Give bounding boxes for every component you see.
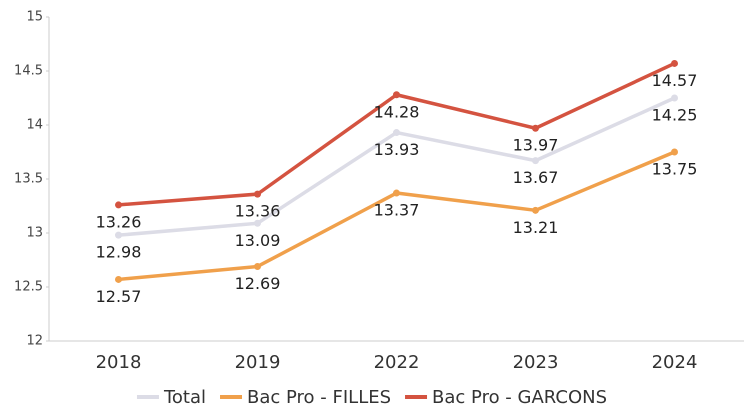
y-tick-label: 13 (26, 226, 43, 241)
data-point (532, 206, 539, 214)
data-point (532, 157, 539, 165)
data-label: 12.69 (235, 274, 281, 293)
legend-label: Bac Pro - FILLES (247, 387, 391, 408)
data-point (671, 94, 678, 102)
data-label: 13.26 (96, 212, 142, 231)
data-label: 13.09 (235, 231, 281, 250)
data-point (393, 91, 400, 99)
data-point (115, 201, 122, 209)
data-label: 13.21 (513, 218, 559, 237)
legend-label: Total (163, 387, 206, 408)
y-tick-label: 13.5 (14, 172, 43, 187)
data-label: 13.93 (374, 140, 420, 159)
data-point (532, 124, 539, 132)
data-point (115, 231, 122, 239)
y-tick-label: 15 (26, 10, 43, 25)
legend: Total Bac Pro - FILLES Bac Pro - GARCONS (136, 387, 607, 408)
data-label: 12.98 (96, 243, 142, 262)
legend-label: Bac Pro - GARCONS (432, 387, 607, 408)
data-point (254, 190, 261, 198)
data-label: 14.57 (652, 71, 698, 90)
data-label: 13.67 (513, 168, 559, 187)
x-tick-label: 2022 (374, 352, 420, 373)
data-point (671, 148, 678, 156)
data-label: 13.37 (374, 201, 420, 220)
x-tick-label: 2024 (652, 352, 698, 373)
data-point (254, 262, 261, 270)
y-tick-label: 12.5 (14, 280, 43, 295)
data-label: 13.75 (652, 160, 698, 179)
x-tick-label: 2019 (235, 352, 281, 373)
data-label: 14.28 (374, 102, 420, 121)
data-point (393, 189, 400, 197)
y-tick-label: 14 (26, 118, 43, 133)
data-point (115, 275, 122, 283)
data-label: 13.36 (235, 202, 281, 221)
data-point (254, 219, 261, 227)
data-label: 12.57 (96, 287, 142, 306)
data-point (393, 129, 400, 137)
data-label: 14.25 (652, 106, 698, 125)
x-tick-label: 2018 (96, 352, 142, 373)
data-point (671, 59, 678, 67)
data-label: 13.97 (513, 136, 559, 155)
x-tick-label: 2023 (513, 352, 559, 373)
y-tick-label: 12 (26, 334, 43, 349)
y-tick-label: 14.5 (14, 64, 43, 79)
